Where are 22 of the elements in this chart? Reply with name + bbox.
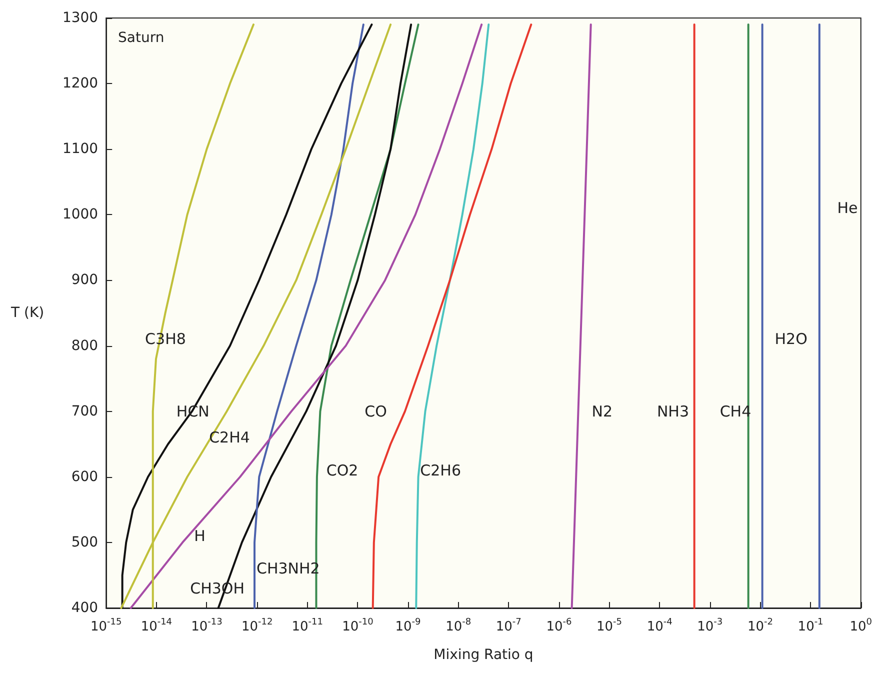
series-label: C2H6 (420, 462, 461, 480)
y-tick-label: 500 (71, 534, 98, 550)
y-tick-label: 900 (71, 272, 98, 288)
series-label: H2O (774, 330, 808, 348)
series-label: CO (364, 402, 387, 421)
series-label: He (837, 198, 858, 217)
series-label: H (194, 527, 206, 546)
series-label: C2H4 (209, 428, 250, 446)
y-tick-label: 1000 (62, 206, 98, 223)
y-tick-label: 1100 (62, 141, 98, 158)
x-axis-title: Mixing Ratio q (434, 647, 534, 663)
y-tick-label: 700 (71, 403, 98, 420)
y-tick-label: 1200 (62, 76, 98, 92)
y-tick-label: 800 (71, 338, 98, 354)
text: Saturn (118, 30, 164, 46)
series-label: CO2 (326, 462, 358, 480)
y-axis-title: T (K) (10, 305, 44, 321)
series-label: N2 (592, 402, 612, 421)
series-label: NH3 (656, 402, 689, 421)
y-tick-label: 600 (71, 468, 98, 485)
y-tick-label: 1300 (62, 10, 98, 26)
y-tick-label: 400 (71, 600, 98, 616)
